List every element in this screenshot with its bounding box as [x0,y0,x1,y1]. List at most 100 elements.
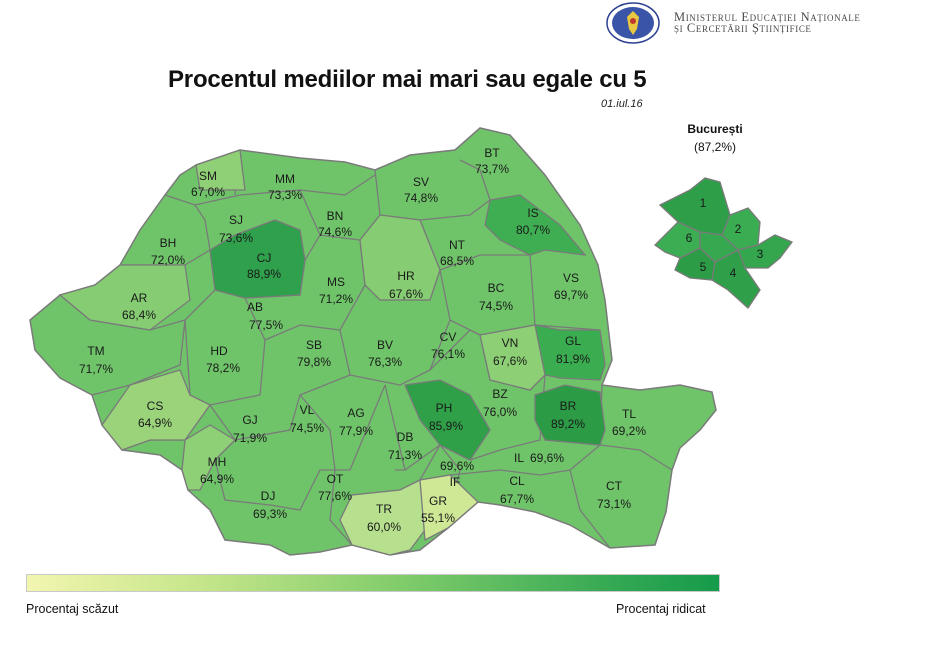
county-region-cs [101,369,211,451]
county-code-mh: MH [208,455,227,469]
county-value-ct: 73,1% [597,497,631,511]
county-value-ms: 71,2% [319,292,353,306]
county-code-tr: TR [376,502,392,516]
county-value-gl: 81,9% [556,352,590,366]
bucharest-sector-label-2: 2 [735,222,742,236]
county-value-sb: 79,8% [297,355,331,369]
county-code-bh: BH [160,236,177,250]
county-value-cj: 88,9% [247,267,281,281]
county-value-cs: 64,9% [138,416,172,430]
county-code-ag: AG [347,406,364,420]
county-value-ph: 85,9% [429,419,463,433]
county-code-sj: SJ [229,213,243,227]
county-value-bz: 76,0% [483,405,517,419]
county-code-tm: TM [87,344,104,358]
county-value-bh: 72,0% [151,253,185,267]
county-value-tr: 60,0% [367,520,401,534]
county-value-tl: 69,2% [612,424,646,438]
bucharest-inset [653,177,794,309]
county-value-db: 71,3% [388,448,422,462]
ministry-header: Ministerul Educației Naționale și Cercet… [606,2,861,44]
county-code-sb: SB [306,338,322,352]
county-code-ar: AR [131,291,148,305]
bucharest-sector-label-1: 1 [700,196,707,210]
bucharest-sector-label-5: 5 [700,260,707,274]
county-region-hr [359,214,441,301]
county-code-nt: NT [449,238,466,252]
county-value-ot: 77,6% [318,489,352,503]
county-code-cj: CJ [257,251,272,265]
bucharest-sector-1 [658,177,731,236]
county-code-hd: HD [210,344,228,358]
county-code-cv: CV [440,330,457,344]
county-code-vs: VS [563,271,579,285]
county-region-mh [181,424,237,491]
county-code-sm: SM [199,169,217,183]
county-value-if: 69,6% [440,459,474,473]
county-code-gl: GL [565,334,581,348]
county-value-cv: 76,1% [431,347,465,361]
county-value-gr: 55,1% [421,511,455,525]
county-code-hr: HR [397,269,415,283]
county-value-sm: 67,0% [191,185,225,199]
county-value-br: 89,2% [551,417,585,431]
county-value-vl: 74,5% [290,421,324,435]
county-code-if: IF [450,475,461,489]
county-code-bt: BT [484,146,500,160]
county-value-mh: 64,9% [200,472,234,486]
ministry-name: Ministerul Educației Naționale și Cercet… [674,10,861,35]
county-code-bc: BC [488,281,505,295]
county-region-br [534,384,606,446]
county-region-vn [479,324,546,391]
ministry-line-1: Ministerul Educației Naționale [674,10,861,24]
county-labels: SM 67,0% MM 73,3% BT 73,7% SV 74,8% SJ 7… [79,146,646,534]
bucharest-label: București [687,122,743,136]
county-code-vn: VN [502,336,519,350]
county-value-is: 80,7% [516,223,550,237]
bucharest-sector-center [699,231,740,263]
county-value-hd: 78,2% [206,361,240,375]
county-code-br: BR [560,399,577,413]
county-value-gj: 71,9% [233,431,267,445]
legend-gradient-bar [26,574,720,592]
county-value-nt: 68,5% [440,254,474,268]
county-code-ms: MS [327,275,345,289]
county-code-gr: GR [429,494,447,508]
county-value-il: 69,6% [530,451,564,465]
county-value-ar: 68,4% [122,308,156,322]
county-code-bn: BN [327,209,344,223]
map-title: Procentul mediilor mai mari sau egale cu… [168,66,647,93]
county-value-hr: 67,6% [389,287,423,301]
county-code-cs: CS [147,399,164,413]
bucharest-sector-label-4: 4 [730,266,737,280]
county-value-ag: 77,9% [339,424,373,438]
county-code-db: DB [397,430,414,444]
county-code-bz: BZ [492,387,507,401]
county-code-ph: PH [436,401,453,415]
ministry-line-2: și Cercetării Științifice [674,21,812,35]
county-code-bv: BV [377,338,393,352]
county-code-sv: SV [413,175,429,189]
bucharest-sector-3 [737,234,794,269]
county-code-is: IS [527,206,538,220]
county-value-mm: 73,3% [268,188,302,202]
county-region-ph [404,379,491,461]
county-region-is [484,194,587,256]
county-region-gr [419,474,479,542]
county-value-bc: 74,5% [479,299,513,313]
bucharest-sector-label-3: 3 [757,247,764,261]
county-value-sj: 73,6% [219,231,253,245]
county-region-cj [209,219,306,299]
county-value-vn: 67,6% [493,354,527,368]
county-code-gj: GJ [242,413,257,427]
county-value-ab: 77,5% [249,318,283,332]
county-code-tl: TL [622,407,636,421]
bucharest-value: (87,2%) [693,140,737,154]
county-value-sv: 74,8% [404,191,438,205]
county-value-bv: 76,3% [368,355,402,369]
bucharest-sector-label-6: 6 [686,231,693,245]
county-value-cl: 67,7% [500,492,534,506]
county-code-vl: VL [300,403,315,417]
map-date: 01.iul.16 [601,98,643,110]
